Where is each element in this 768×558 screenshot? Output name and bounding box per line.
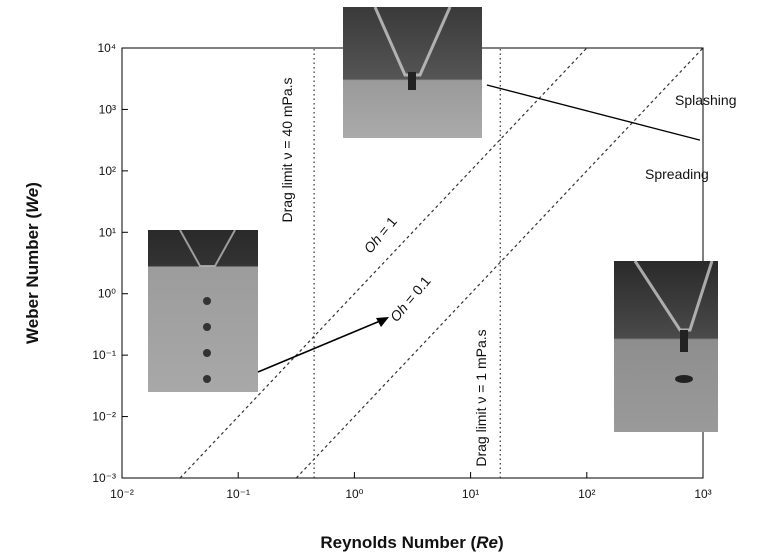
photo-left [148, 229, 258, 392]
y-tick-label: 10⁻¹ [92, 348, 116, 362]
photo-right [614, 260, 718, 432]
photo-top [343, 6, 482, 138]
y-tick-label: 10⁴ [97, 41, 116, 55]
y-tick-label: 10⁻² [92, 410, 116, 424]
series-line [295, 48, 703, 478]
x-tick-label: 10⁻² [110, 487, 134, 501]
x-axis-label-part: Re [476, 533, 498, 552]
annotation-part: = 0.1 [399, 273, 434, 311]
x-tick-label: 10⁰ [345, 487, 363, 501]
annotation: Oh = 1 [360, 213, 400, 256]
y-axis-label-part: ) [23, 182, 42, 188]
y-tick-label: 10³ [99, 102, 116, 116]
lines [179, 48, 703, 478]
y-tick-label: 10⁰ [98, 287, 116, 301]
y-axis-label-part: Weber Number ( [23, 213, 42, 344]
x-axis-label-part: ) [498, 533, 504, 552]
annotation: Splashing [675, 92, 737, 108]
annotation: Drag limit ν = 1 mPa.s [473, 329, 489, 466]
x-tick-label: 10² [578, 487, 595, 501]
y-tick-label: 10⁻³ [92, 471, 116, 485]
y-tick-label: 10² [99, 164, 116, 178]
series-line [486, 84, 701, 141]
x-axis-label: Reynolds Number (Re) [320, 533, 503, 552]
y-tick-label: 10¹ [99, 225, 116, 239]
x-tick-label: 10³ [694, 487, 711, 501]
x-tick-label: 10¹ [462, 487, 479, 501]
y-axis-label: Weber Number (We) [23, 182, 42, 344]
arrow [257, 317, 389, 373]
y-axis-label-part: We [23, 188, 42, 213]
x-tick-label: 10⁻¹ [226, 487, 250, 501]
series-line [179, 48, 588, 478]
annotation: Drag limit ν = 40 mPa.s [279, 77, 295, 222]
annotation: Oh = 0.1 [387, 273, 434, 325]
annotation: Spreading [645, 166, 709, 182]
x-axis-label-part: Reynolds Number ( [320, 533, 476, 552]
